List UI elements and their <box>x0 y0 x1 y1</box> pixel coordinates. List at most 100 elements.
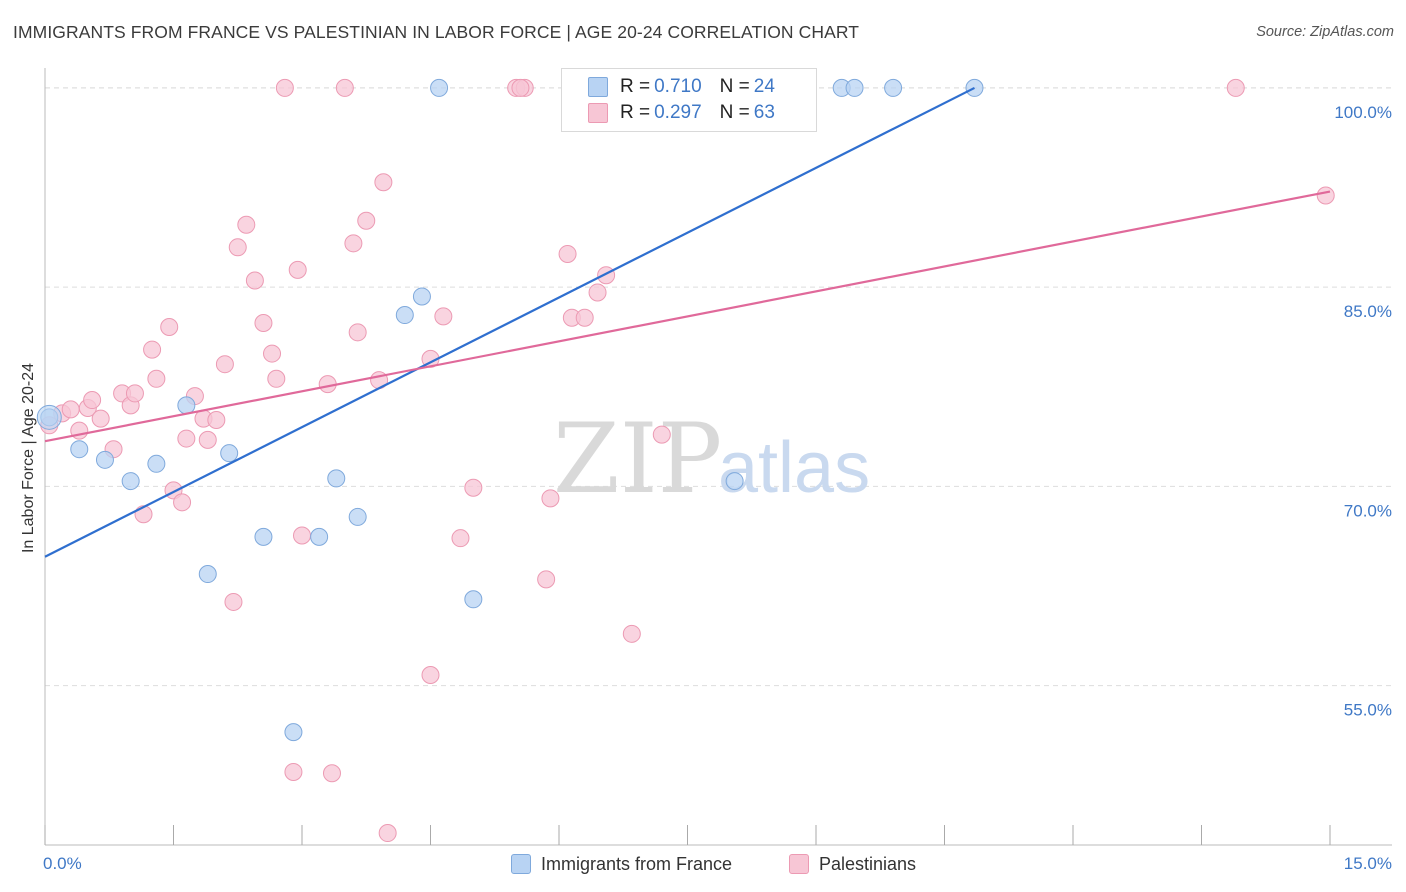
legend-row-palestinians: R = 0.297 N = 63 <box>588 101 775 125</box>
france-point <box>412 287 431 306</box>
legend-r-value: 0.710 <box>654 76 702 97</box>
france-point <box>198 565 217 584</box>
palestinians-point <box>143 340 162 359</box>
legend-n-label: N = <box>719 102 750 123</box>
palestinians-point <box>652 425 671 444</box>
palestinians-point <box>275 78 294 97</box>
palestinians-point <box>348 323 367 342</box>
palestinians-point <box>451 529 470 548</box>
france-point <box>725 472 744 491</box>
france-points <box>36 78 984 742</box>
palestinians-point <box>322 764 341 783</box>
france-point <box>70 440 89 459</box>
france-point <box>884 78 903 97</box>
palestinians-point <box>344 234 363 253</box>
france-point <box>284 723 303 742</box>
palestinians-point <box>147 369 166 388</box>
legend-row-france: R = 0.710 N = 24 <box>588 75 775 99</box>
palestinians-point <box>237 215 256 234</box>
palestinians-point <box>541 489 560 508</box>
france-point <box>220 444 239 463</box>
palestinians-points <box>40 78 1335 843</box>
france-point <box>845 78 864 97</box>
palestinians-point <box>173 493 192 512</box>
legend-n-value: 24 <box>753 76 775 97</box>
legend-r-label: R = <box>620 76 651 97</box>
palestinians-point <box>588 283 607 302</box>
france-trend-line <box>44 86 975 558</box>
palestinians-point <box>575 308 594 327</box>
x-tick-label-max: 15.0% <box>1344 854 1392 873</box>
palestinians-point <box>263 344 282 363</box>
palestinians-point <box>378 824 397 843</box>
france-point <box>177 396 196 415</box>
y-tick-label: 100.0% <box>1334 103 1392 122</box>
palestinians-point <box>597 266 616 285</box>
palestinians-point <box>125 384 144 403</box>
watermark: ZIP atlas <box>553 403 870 515</box>
palestinians-trend-line <box>44 190 1331 443</box>
x-tick-label-min: 0.0% <box>43 854 82 873</box>
france-point <box>254 527 273 546</box>
watermark-atlas: atlas <box>718 428 870 508</box>
palestinians-point <box>622 624 641 643</box>
watermark-zip: ZIP <box>553 403 722 515</box>
palestinians-point <box>511 78 530 97</box>
palestinians-point <box>335 78 354 97</box>
palestinians-point <box>1316 186 1335 205</box>
palestinians-point <box>1226 78 1245 97</box>
france-point <box>430 78 449 97</box>
palestinians-point <box>160 318 179 336</box>
france-point <box>36 404 62 430</box>
palestinians-point <box>374 173 393 192</box>
y-tick-labels: 55.0% 70.0% 85.0% 100.0% <box>1334 103 1392 720</box>
correlation-legend: R = 0.710 N = 24 R = 0.297 N = 63 <box>561 68 817 132</box>
legend-swatch-france <box>588 77 608 97</box>
legend-r-value: 0.297 <box>654 102 702 123</box>
chart-source: Source: ZipAtlas.com <box>1256 24 1394 40</box>
chart-title: IMMIGRANTS FROM FRANCE VS PALESTINIAN IN… <box>13 22 860 42</box>
palestinians-point <box>558 244 577 263</box>
palestinians-point <box>198 430 217 449</box>
palestinians-point <box>464 478 483 497</box>
france-point <box>464 590 483 609</box>
palestinians-point <box>288 260 307 279</box>
legend-label-france: Immigrants from France <box>541 853 733 874</box>
y-axis-label: In Labor Force | Age 20-24 <box>20 363 37 553</box>
y-tick-label: 70.0% <box>1344 501 1392 520</box>
legend-item-palestinians[interactable]: Palestinians <box>789 852 916 876</box>
palestinians-point <box>293 526 311 545</box>
legend-label-palestinians: Palestinians <box>819 853 917 874</box>
france-point <box>348 507 367 526</box>
axes <box>44 68 1392 846</box>
trend-lines <box>44 86 1331 558</box>
france-point <box>121 472 140 491</box>
legend-swatch-palestinians <box>588 103 608 123</box>
palestinians-point <box>177 429 196 448</box>
palestinians-point <box>83 391 102 410</box>
france-point <box>395 306 414 325</box>
france-point <box>310 527 329 546</box>
legend-swatch-palestinians <box>789 854 809 874</box>
palestinians-point <box>537 570 556 589</box>
gridlines <box>45 87 1392 687</box>
palestinians-point <box>61 400 80 419</box>
palestinians-point <box>421 665 440 684</box>
palestinians-point <box>91 409 110 428</box>
palestinians-point <box>284 762 303 781</box>
palestinians-point <box>267 369 286 388</box>
legend-item-france[interactable]: Immigrants from France <box>511 852 732 876</box>
palestinians-point <box>134 505 153 524</box>
y-tick-label: 85.0% <box>1344 302 1392 321</box>
palestinians-point <box>357 211 376 230</box>
palestinians-point <box>434 307 453 326</box>
palestinians-point <box>224 592 243 611</box>
palestinians-point <box>215 355 234 374</box>
legend-swatch-france <box>511 854 531 874</box>
palestinians-point <box>207 410 226 429</box>
france-point <box>147 454 166 473</box>
legend-n-value: 63 <box>753 102 775 123</box>
palestinians-point <box>245 271 264 290</box>
y-tick-label: 55.0% <box>1344 701 1392 720</box>
